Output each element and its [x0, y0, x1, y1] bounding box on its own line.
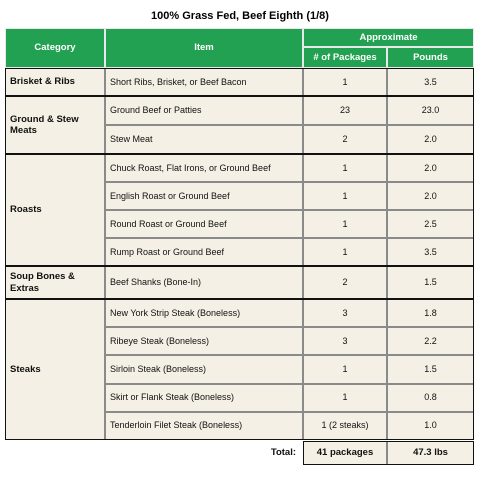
pounds-cell: 1.5: [387, 355, 474, 384]
item-cell: Tenderloin Filet Steak (Boneless): [105, 411, 303, 440]
packages-cell: 1: [303, 154, 387, 182]
pounds-cell: 2.0: [387, 182, 474, 210]
pounds-cell: 1.5: [387, 266, 474, 299]
item-cell: New York Strip Steak (Boneless): [105, 299, 303, 328]
pounds-cell: 23.0: [387, 96, 474, 125]
packages-cell: 1: [303, 182, 387, 210]
item-cell: Short Ribs, Brisket, or Beef Bacon: [105, 68, 303, 96]
category-cell: Steaks: [5, 299, 105, 440]
item-cell: Ribeye Steak (Boneless): [105, 327, 303, 356]
packages-cell: 2: [303, 266, 387, 299]
packages-cell: 2: [303, 125, 387, 154]
packages-cell: 1: [303, 238, 387, 266]
category-cell: Soup Bones & Extras: [5, 266, 105, 299]
header-cell: Approximate: [303, 28, 474, 47]
header-cell: Item: [105, 28, 303, 68]
total-pounds: 47.3 lbs: [387, 441, 474, 465]
packages-cell: 1 (2 steaks): [303, 411, 387, 440]
item-cell: English Roast or Ground Beef: [105, 182, 303, 210]
header-cell: Pounds: [387, 47, 474, 68]
pounds-cell: 1.8: [387, 299, 474, 328]
packages-cell: 1: [303, 210, 387, 238]
header-cell: # of Packages: [303, 47, 387, 68]
pounds-cell: 0.8: [387, 383, 474, 412]
total-label: Total:: [270, 447, 296, 459]
pounds-cell: 3.5: [387, 238, 474, 266]
item-cell: Round Roast or Ground Beef: [105, 210, 303, 238]
item-cell: Stew Meat: [105, 125, 303, 154]
pounds-cell: 2.5: [387, 210, 474, 238]
pounds-cell: 2.2: [387, 327, 474, 356]
title: 100% Grass Fed, Beef Eighth (1/8): [151, 10, 329, 22]
packages-cell: 3: [303, 299, 387, 328]
packages-cell: 23: [303, 96, 387, 125]
packages-cell: 1: [303, 68, 387, 96]
category-cell: Brisket & Ribs: [5, 68, 105, 96]
pounds-cell: 2.0: [387, 154, 474, 182]
item-cell: Skirt or Flank Steak (Boneless): [105, 383, 303, 412]
item-cell: Sirloin Steak (Boneless): [105, 355, 303, 384]
item-cell: Rump Roast or Ground Beef: [105, 238, 303, 266]
item-cell: Ground Beef or Patties: [105, 96, 303, 125]
item-cell: Chuck Roast, Flat Irons, or Ground Beef: [105, 154, 303, 182]
category-cell: Ground & Stew Meats: [5, 96, 105, 154]
pounds-cell: 3.5: [387, 68, 474, 96]
packages-cell: 3: [303, 327, 387, 356]
pounds-cell: 2.0: [387, 125, 474, 154]
packages-cell: 1: [303, 355, 387, 384]
total-packages: 41 packages: [303, 441, 387, 465]
pounds-cell: 1.0: [387, 411, 474, 440]
packages-cell: 1: [303, 383, 387, 412]
item-cell: Beef Shanks (Bone-In): [105, 266, 303, 299]
category-cell: Roasts: [5, 154, 105, 266]
header-cell: Category: [5, 28, 105, 68]
